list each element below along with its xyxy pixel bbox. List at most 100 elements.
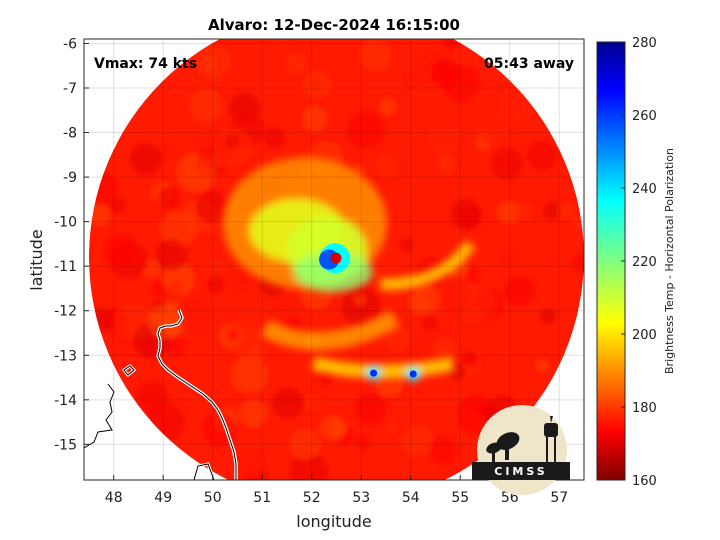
texture-blob — [399, 238, 414, 252]
colorbar: 160 180 200 220 240 260 280 Brightness Temp - … — [596, 36, 676, 489]
y-axis-label: latitude — [27, 229, 46, 290]
texture-blob — [104, 233, 138, 268]
water-tower-icon — [544, 416, 558, 463]
texture-blob — [353, 392, 387, 426]
texture-blob — [456, 283, 496, 324]
texture-blob — [535, 358, 549, 373]
texture-blob — [129, 143, 162, 176]
coastline-mozambique — [84, 383, 115, 449]
x-tick-label: 51 — [253, 490, 271, 506]
x-axis-label: longitude — [296, 512, 371, 531]
texture-blob — [238, 398, 268, 428]
vmax-annotation: Vmax: 74 kts — [94, 56, 197, 72]
colorbar-gradient — [596, 41, 626, 481]
texture-blob — [431, 58, 460, 88]
texture-blob — [440, 287, 468, 315]
texture-blob — [227, 328, 240, 341]
y-tick-label: -11 — [54, 259, 77, 275]
southern-rainband — [311, 356, 455, 379]
x-tick-label: 53 — [352, 490, 370, 506]
y-tick-label: -15 — [54, 437, 77, 453]
texture-blob — [462, 351, 477, 365]
texture-blob — [268, 39, 299, 48]
texture-blob — [136, 381, 169, 414]
texture-blob — [199, 255, 227, 283]
texture-blob — [301, 106, 328, 132]
texture-blob — [196, 131, 233, 168]
x-tick-label: 54 — [402, 490, 420, 506]
texture-blob — [155, 238, 188, 272]
texture-blob — [477, 112, 510, 145]
texture-blob — [302, 69, 333, 100]
colorbar-tick-label: 160 — [632, 474, 657, 489]
texture-blob — [355, 433, 372, 450]
texture-blob — [271, 387, 304, 419]
satellite-dish-icon — [486, 432, 520, 462]
x-tick-label: 52 — [303, 490, 321, 506]
texture-blob — [108, 197, 126, 214]
x-tick-labels: 48 49 50 51 52 53 54 55 56 57 — [105, 490, 568, 506]
texture-blob — [543, 201, 562, 220]
texture-blob — [385, 422, 399, 435]
texture-blob — [438, 154, 457, 173]
x-tick-label: 55 — [451, 490, 469, 506]
texture-blob — [248, 344, 266, 361]
southwest-band — [260, 310, 400, 351]
texture-blob — [237, 450, 265, 478]
texture-blob — [272, 298, 292, 318]
coastline-land-south — [193, 463, 215, 480]
y-tick-label: -6 — [63, 36, 77, 52]
texture-blob — [263, 126, 286, 149]
texture-blob — [147, 304, 182, 339]
texture-blob — [88, 204, 111, 227]
texture-blob — [188, 88, 223, 123]
texture-blob — [527, 140, 558, 171]
texture-blob — [406, 338, 421, 353]
colorbar-tick-label: 240 — [632, 182, 657, 197]
x-tick-label: 49 — [154, 490, 172, 506]
x-tick-label: 48 — [105, 490, 123, 506]
texture-blob — [375, 153, 399, 178]
texture-blob — [383, 325, 410, 352]
texture-blob — [230, 269, 252, 291]
texture-blob — [330, 421, 347, 438]
texture-blob — [167, 280, 184, 297]
colorbar-label: Brightness Temp - Horizontal Polarizatio… — [663, 148, 676, 374]
texture-blob — [496, 201, 520, 225]
texture-blob — [540, 308, 556, 324]
texture-blob — [304, 394, 321, 411]
texture-blob — [142, 339, 157, 355]
texture-blob — [557, 202, 575, 220]
chart-title: Alvaro: 12-Dec-2024 16:15:00 — [208, 16, 460, 34]
gridlines — [84, 39, 584, 480]
plot-frame — [83, 38, 585, 481]
y-tick-label: -9 — [63, 170, 77, 186]
coastline — [84, 309, 238, 480]
colorbar-tick-label: 180 — [632, 401, 657, 416]
y-tick-label: -13 — [54, 348, 77, 364]
texture-blob — [195, 190, 229, 224]
texture-blob — [428, 436, 458, 466]
texture-blob — [158, 187, 180, 209]
texture-blob — [159, 210, 197, 248]
colorbar-tick-label: 260 — [632, 109, 657, 124]
texture-blob — [401, 424, 434, 458]
texture-blob — [571, 253, 584, 273]
texture-blob — [346, 110, 385, 149]
texture-blob — [225, 133, 240, 149]
rainband-cell-core — [370, 369, 378, 377]
coastline-madagascar — [157, 309, 237, 480]
texture-blob — [379, 98, 398, 116]
texture-blob — [513, 200, 535, 222]
cimss-logo: CIMSS — [472, 405, 570, 495]
rainband-cell-core — [409, 370, 417, 378]
x-tick-label: 50 — [204, 490, 222, 506]
eye — [330, 252, 342, 264]
texture-blob — [426, 122, 461, 157]
texture-blob — [422, 314, 439, 331]
colorbar-tick-label: 280 — [632, 36, 657, 51]
texture-blob — [230, 355, 269, 394]
texture-blob — [450, 199, 482, 230]
colorbar-tick-label: 220 — [632, 255, 657, 270]
